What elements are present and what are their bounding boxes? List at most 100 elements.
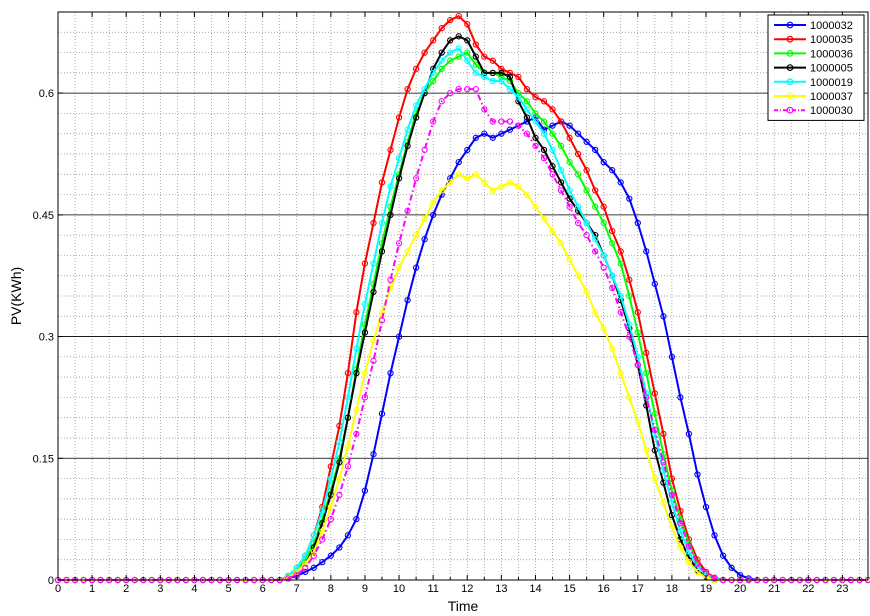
data-point [378, 248, 386, 255]
data-point [464, 21, 471, 28]
data-point [395, 264, 403, 271]
data-point [412, 175, 420, 182]
data-point [609, 272, 616, 279]
data-point [310, 564, 317, 571]
data-point [685, 430, 693, 438]
data-point [574, 130, 582, 137]
x-tick-label: 2 [123, 583, 129, 595]
data-point [609, 167, 616, 174]
data-point [319, 507, 326, 515]
data-point [344, 532, 352, 539]
data-point [438, 57, 445, 64]
data-point [404, 207, 411, 214]
data-point [412, 65, 420, 72]
data-point [336, 459, 343, 466]
data-point [344, 394, 352, 401]
data-point [498, 65, 505, 72]
data-point [557, 167, 565, 174]
data-point [643, 390, 650, 397]
legend: 1000032 1000035 1000036 1000005 1000019 10000… [767, 14, 865, 121]
data-point [523, 130, 531, 137]
data-point [489, 77, 496, 85]
data-point [472, 69, 479, 77]
legend-label: 1000005 [810, 63, 853, 75]
x-tick-label: 10 [393, 583, 405, 595]
data-point [464, 146, 471, 154]
data-point [617, 292, 624, 300]
data-point [694, 471, 701, 478]
data-point [600, 325, 607, 332]
data-point [387, 369, 394, 377]
data-point [498, 77, 505, 85]
data-point [660, 313, 667, 320]
data-point [557, 118, 565, 125]
data-point [626, 276, 633, 283]
data-point [421, 49, 428, 56]
data-point [489, 69, 496, 77]
data-point [719, 552, 727, 559]
data-point [566, 134, 573, 141]
data-point [370, 357, 377, 365]
data-point [455, 158, 462, 166]
data-point [583, 288, 590, 296]
minor-grid [58, 12, 868, 580]
data-point [694, 560, 701, 567]
data-point [600, 203, 607, 210]
data-point [540, 146, 548, 154]
data-point [489, 57, 496, 64]
data-point [404, 296, 411, 304]
data-point [626, 321, 633, 328]
data-point [668, 511, 676, 519]
data-point [361, 260, 369, 267]
data-point [412, 231, 420, 239]
axis-ticks: 0 1 2 3 4 5 6 7 8 9 10 11 12 13 14 15 16 17 18 19 20 21 22 2300… [33, 12, 860, 595]
data-point [302, 568, 309, 576]
data-point [506, 179, 514, 186]
data-point [455, 53, 462, 60]
data-point [566, 203, 573, 210]
x-axis-label: Time [448, 598, 479, 614]
data-point [353, 309, 360, 316]
data-point [532, 118, 539, 125]
data-point [634, 309, 641, 316]
data-point [574, 219, 582, 227]
data-point [540, 118, 548, 125]
data-point [421, 85, 428, 93]
major-grid [58, 92, 868, 459]
legend-label: 1000036 [810, 48, 853, 60]
data-point [344, 442, 352, 450]
data-point [643, 447, 650, 454]
data-point [319, 528, 326, 535]
legend-marker [786, 78, 794, 86]
data-point [498, 130, 505, 137]
data-point [430, 69, 437, 77]
data-point [404, 126, 411, 133]
data-point [472, 85, 479, 93]
data-point [498, 183, 505, 190]
data-point [481, 130, 488, 137]
data-point [412, 114, 420, 121]
data-point [489, 118, 496, 125]
data-point [430, 211, 437, 219]
data-point [574, 150, 582, 158]
data-point [634, 353, 641, 361]
data-point [566, 122, 573, 129]
data-point [404, 248, 411, 255]
y-tick-label: 0.45 [33, 210, 54, 222]
x-tick-label: 16 [598, 583, 610, 595]
data-point [523, 191, 531, 198]
legend-marker [786, 50, 794, 57]
data-point [293, 564, 300, 571]
data-point [438, 65, 445, 72]
data-point [447, 49, 454, 56]
x-tick-label: 11 [427, 583, 438, 595]
legend-marker [786, 92, 794, 100]
data-point [626, 333, 633, 340]
data-point [387, 276, 394, 283]
data-point [583, 187, 590, 194]
data-point [310, 532, 317, 539]
data-point [310, 552, 317, 559]
data-point [489, 187, 496, 194]
data-point [557, 179, 565, 186]
data-point [651, 447, 658, 454]
